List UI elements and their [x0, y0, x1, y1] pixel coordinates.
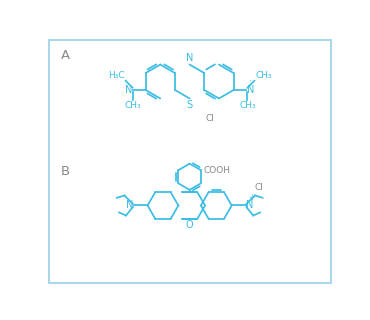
Text: CH₃: CH₃	[255, 71, 272, 80]
Text: N: N	[186, 53, 193, 63]
Text: CH₃: CH₃	[239, 101, 256, 110]
Text: COOH: COOH	[203, 166, 230, 175]
Text: S: S	[186, 100, 193, 110]
Text: Cl: Cl	[255, 183, 264, 192]
Text: N: N	[246, 200, 254, 210]
Text: ·: ·	[249, 76, 252, 86]
Text: N: N	[125, 84, 132, 95]
Text: N: N	[125, 200, 133, 210]
Text: +: +	[249, 193, 255, 202]
Text: N: N	[247, 84, 254, 95]
Text: Cl: Cl	[205, 114, 214, 123]
Text: H₃C: H₃C	[108, 71, 125, 80]
Text: O: O	[186, 220, 194, 230]
Text: A: A	[61, 49, 70, 62]
Text: CH₃: CH₃	[124, 101, 141, 110]
Text: B: B	[61, 165, 70, 179]
